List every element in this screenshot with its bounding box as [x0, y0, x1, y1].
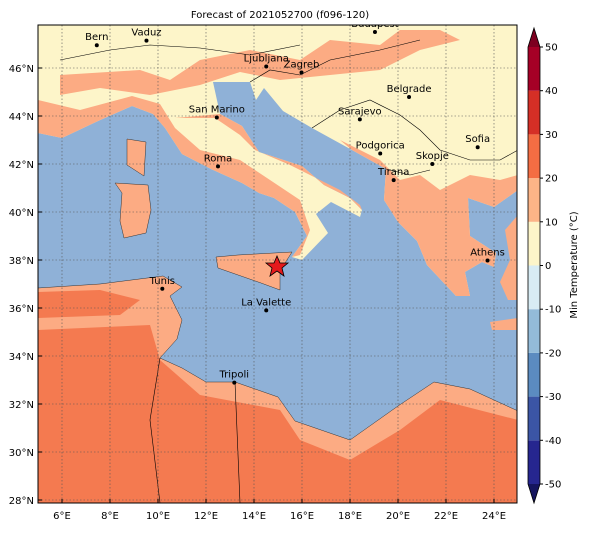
- colorbar-tick-label: -30: [545, 392, 561, 403]
- title: Forecast of 2021052700 (f096-120): [191, 10, 369, 21]
- colorbar-tick-label: -40: [545, 436, 561, 447]
- x-tick-label: 24°E: [482, 511, 506, 522]
- city-dot: [94, 43, 99, 48]
- city-label: Roma: [204, 153, 233, 164]
- colorbar-tick-label: 40: [545, 86, 558, 97]
- y-tick-label: 30°N: [9, 448, 34, 459]
- colorbar: -50 -40 -30 -20 -10 0 10 20 30 40 50: [527, 26, 561, 505]
- colorbar-band: [528, 90, 540, 135]
- colorbar-band: [528, 440, 540, 484]
- colorbar-band: [528, 265, 540, 310]
- city-dot: [372, 30, 377, 34]
- colorbar-band: [528, 47, 540, 91]
- city-label: Bern: [85, 32, 108, 43]
- y-tick-label: 36°N: [9, 304, 34, 315]
- city-dot: [214, 115, 219, 120]
- city-label: Zagreb: [284, 60, 320, 71]
- y-tick-label: 32°N: [9, 400, 34, 411]
- colorbar-tick-label: -50: [545, 480, 561, 491]
- colorbar-band: [528, 221, 540, 266]
- colorbar-tick-label: -20: [545, 348, 561, 359]
- y-tick-label: 44°N: [9, 112, 34, 123]
- city-label: Sarajevo: [338, 106, 382, 117]
- axes: 6°E 8°E 10°E 12°E 14°E 16°E 18°E 20°E 22°E 24°E 28…: [9, 64, 506, 522]
- city-label: Tunis: [149, 276, 175, 287]
- city-dot: [299, 70, 304, 75]
- y-tick-label: 28°N: [9, 496, 34, 507]
- city-dot: [144, 38, 149, 43]
- colorbar-tick-label: 0: [545, 261, 551, 272]
- city-dot: [264, 308, 269, 313]
- colorbar-tick-label: 30: [545, 130, 558, 141]
- colorbar-under: [528, 484, 540, 503]
- colorbar-tick-label: -10: [545, 305, 561, 316]
- x-tick-label: 10°E: [146, 511, 170, 522]
- x-tick-label: 6°E: [53, 511, 71, 522]
- city-dot: [485, 258, 490, 263]
- x-tick-label: 20°E: [386, 511, 410, 522]
- warm-band: [38, 96, 310, 257]
- colorbar-band: [528, 178, 540, 222]
- city-label: San Marino: [189, 104, 245, 115]
- hot-area: [38, 290, 140, 318]
- city-dot: [430, 162, 435, 166]
- city-dot: [264, 64, 269, 69]
- city-label: Athens: [470, 247, 505, 258]
- city-dot: [160, 286, 165, 291]
- city-label: Ljubljana: [244, 54, 289, 65]
- city-label: Vaduz: [131, 28, 161, 39]
- border: [59, 39, 517, 503]
- colorbar-over: [528, 28, 540, 47]
- x-tick-label: 14°E: [242, 511, 266, 522]
- crete: [490, 318, 517, 330]
- map-frame: [37, 24, 518, 504]
- city-label: Skopje: [416, 151, 449, 162]
- warm-band: [60, 30, 460, 95]
- city-label: Budapest: [351, 19, 398, 30]
- city-dot: [232, 380, 237, 385]
- x-tick-label: 8°E: [101, 511, 119, 522]
- x-tick-label: 22°E: [434, 511, 458, 522]
- city-dot: [378, 151, 383, 156]
- sardinia: [114, 182, 152, 239]
- city-label: Tripoli: [219, 370, 250, 381]
- city-label: Tirana: [377, 167, 409, 178]
- y-tick-label: 42°N: [9, 160, 34, 171]
- city-dot: [475, 145, 480, 150]
- city-dot: [357, 117, 362, 122]
- colorbar-label: Min Temperature (°C): [569, 211, 580, 318]
- colorbar-band: [528, 309, 540, 353]
- y-tick-label: 40°N: [9, 208, 34, 219]
- x-tick-label: 12°E: [194, 511, 218, 522]
- x-tick-label: 18°E: [338, 511, 362, 522]
- city-label: Sofia: [465, 134, 490, 145]
- colorbar-band: [528, 352, 540, 397]
- colorbar-tick-label: 50: [545, 43, 558, 54]
- city-dot: [216, 164, 220, 169]
- y-tick-label: 34°N: [9, 352, 34, 363]
- forecast-point: [264, 254, 290, 277]
- turkey: [500, 216, 517, 300]
- colorbar-tick-label: 20: [545, 174, 558, 185]
- x-tick-label: 16°E: [290, 511, 314, 522]
- y-tick-label: 46°N: [9, 64, 34, 75]
- corsica: [126, 138, 147, 177]
- city-label: Podgorica: [356, 140, 405, 151]
- city-dot: [407, 95, 412, 100]
- city-dot: [391, 178, 396, 183]
- colorbar-band: [528, 396, 540, 441]
- y-tick-label: 38°N: [9, 256, 34, 267]
- city-label: Belgrade: [387, 84, 432, 95]
- colorbar-tick-label: 10: [545, 217, 558, 228]
- warm-band: [340, 140, 517, 296]
- grid: [38, 25, 517, 503]
- colorbar-band: [528, 134, 540, 179]
- city-label: La Valette: [241, 297, 291, 308]
